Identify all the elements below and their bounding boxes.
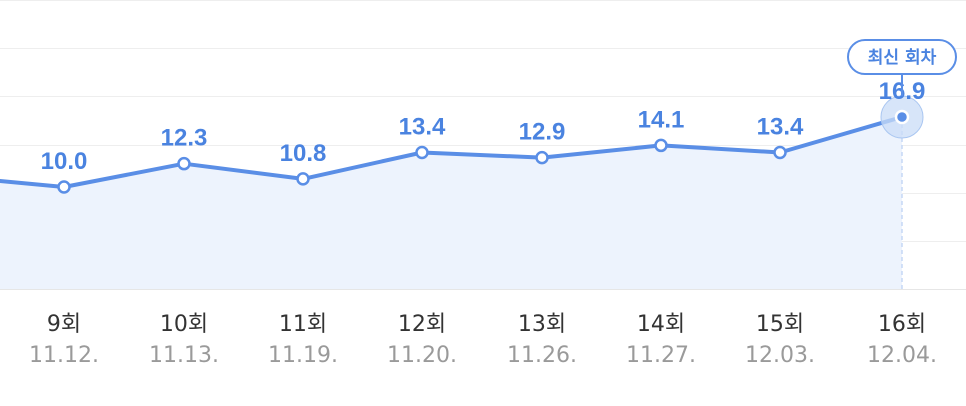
- data-point: [57, 180, 71, 194]
- date-label: 11.13.: [149, 343, 219, 368]
- date-label: 11.27.: [626, 343, 696, 368]
- date-label: 12.04.: [867, 343, 937, 368]
- episode-label: 13회: [518, 312, 566, 337]
- latest-episode-badge: 최신 회차: [847, 39, 957, 96]
- latest-badge-label: 최신 회차: [868, 48, 937, 68]
- data-point: [296, 172, 310, 186]
- data-point: [415, 145, 429, 160]
- date-label: 11.19.: [268, 343, 338, 368]
- data-point: [654, 138, 668, 153]
- episode-label: 16회: [878, 312, 926, 337]
- episode-label: 10회: [160, 312, 208, 337]
- date-label: 11.20.: [387, 343, 457, 368]
- episode-label: 9회: [47, 312, 81, 337]
- data-point: [535, 150, 549, 165]
- episode-label: 15회: [756, 312, 804, 337]
- data-point: [894, 109, 910, 125]
- data-point: [773, 145, 787, 160]
- value-label: 10.0: [41, 148, 88, 175]
- value-label: 12.9: [519, 119, 566, 146]
- date-label: 12.03.: [745, 343, 815, 368]
- value-label: 14.1: [638, 106, 685, 133]
- episode-label: 12회: [398, 312, 446, 337]
- value-label: 12.3: [161, 125, 208, 152]
- date-label: 11.26.: [507, 343, 577, 368]
- value-label: 13.4: [757, 114, 804, 141]
- data-point: [177, 156, 191, 171]
- episode-label: 11회: [279, 312, 327, 337]
- episode-label: 14회: [637, 312, 685, 337]
- value-label: 10.8: [280, 140, 327, 167]
- value-label: 13.4: [399, 114, 446, 141]
- area-fill: [0, 117, 902, 289]
- date-label: 11.12.: [29, 343, 99, 368]
